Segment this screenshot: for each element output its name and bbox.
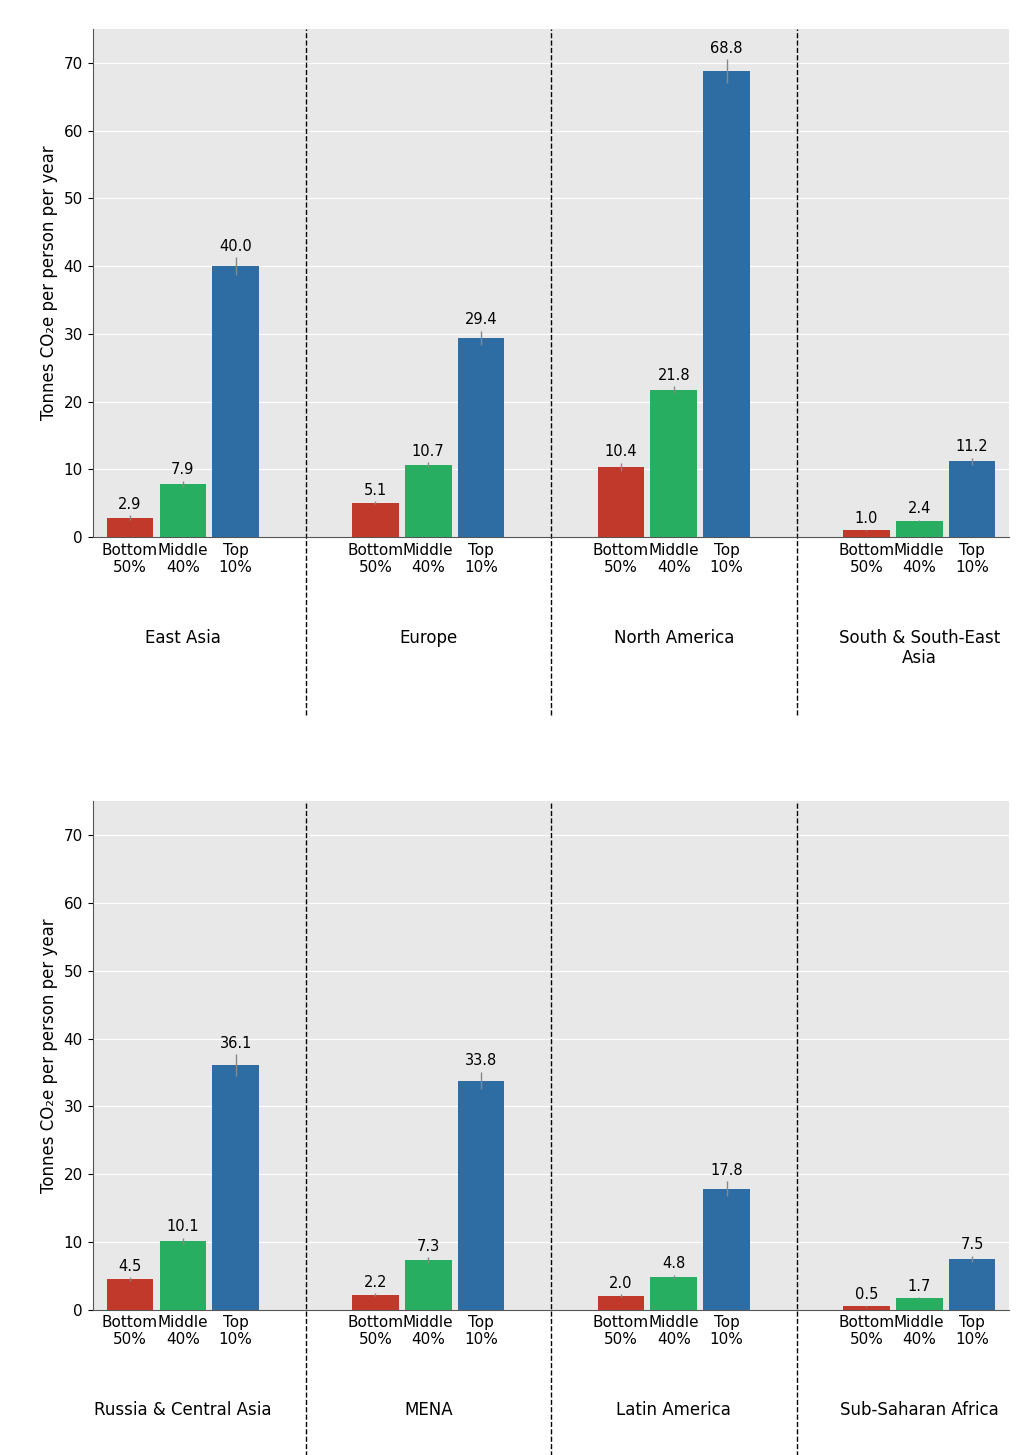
Y-axis label: Tonnes CO₂e per person per year: Tonnes CO₂e per person per year [40,918,58,1193]
Bar [352,1295,399,1310]
Text: North America: North America [614,629,734,646]
Bar [212,266,259,537]
Y-axis label: Tonnes CO₂e per person per year: Tonnes CO₂e per person per year [40,146,58,420]
Text: 7.5: 7.5 [960,1237,984,1253]
Text: 4.8: 4.8 [662,1257,685,1272]
Text: 11.2: 11.2 [956,439,989,454]
Text: 21.8: 21.8 [657,368,690,383]
Text: Russia & Central Asia: Russia & Central Asia [94,1401,272,1419]
Text: 17.8: 17.8 [711,1163,743,1179]
Text: South & South-East
Asia: South & South-East Asia [838,629,1000,668]
Text: 5.1: 5.1 [364,483,387,498]
Text: 2.0: 2.0 [609,1276,632,1291]
Bar [896,521,942,537]
Text: 40.0: 40.0 [219,239,252,255]
Text: MENA: MENA [404,1401,452,1419]
Text: Latin America: Latin America [616,1401,731,1419]
Text: 7.3: 7.3 [417,1238,440,1254]
Text: Sub-Saharan Africa: Sub-Saharan Africa [839,1401,999,1419]
Text: 2.2: 2.2 [364,1275,387,1289]
Text: 0.5: 0.5 [855,1288,879,1302]
Bar [405,1260,451,1310]
Bar [597,1296,645,1310]
Bar [651,1277,697,1310]
Text: 33.8: 33.8 [465,1053,497,1068]
Bar [949,461,995,537]
Bar [844,1307,890,1310]
Text: 10.4: 10.4 [605,444,638,460]
Text: East Asia: East Asia [145,629,220,646]
Text: 1.7: 1.7 [907,1279,931,1293]
Bar [896,1298,942,1310]
Bar [457,1081,505,1310]
Bar [949,1259,995,1310]
Text: 29.4: 29.4 [465,313,497,327]
Text: 10.1: 10.1 [167,1219,199,1234]
Bar [107,518,153,537]
Bar [160,483,206,537]
Bar [703,71,750,537]
Text: 10.7: 10.7 [412,444,445,458]
Bar [597,467,645,537]
Text: 2.9: 2.9 [118,496,142,512]
Text: 7.9: 7.9 [171,463,195,477]
Bar [405,464,451,537]
Bar [107,1279,153,1310]
Bar [457,338,505,537]
Text: 68.8: 68.8 [711,41,743,55]
Bar [703,1189,750,1310]
Text: Europe: Europe [400,629,457,646]
Text: 4.5: 4.5 [118,1259,141,1273]
Bar [844,531,890,537]
Bar [651,390,697,537]
Text: 1.0: 1.0 [855,511,879,527]
Text: 2.4: 2.4 [907,502,931,517]
Bar [352,502,399,537]
Bar [160,1241,206,1310]
Bar [212,1065,259,1310]
Text: 36.1: 36.1 [219,1036,251,1051]
